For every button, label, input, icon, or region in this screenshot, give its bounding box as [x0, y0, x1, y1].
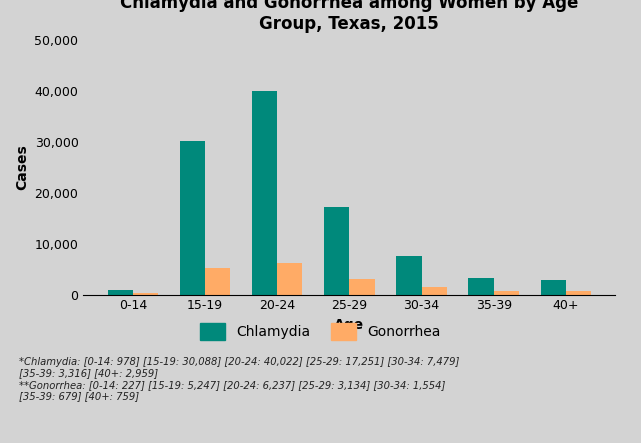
- Bar: [205, 268, 230, 295]
- Title: Chlamydia and Gonorrhea among Women by Age
Group, Texas, 2015: Chlamydia and Gonorrhea among Women by A…: [120, 0, 579, 33]
- Bar: [179, 141, 205, 295]
- Bar: [422, 287, 447, 295]
- Bar: [540, 280, 566, 295]
- Bar: [396, 256, 422, 295]
- Bar: [277, 263, 303, 295]
- Bar: [566, 291, 591, 295]
- X-axis label: Age: Age: [335, 318, 364, 332]
- Y-axis label: Cases: Cases: [15, 144, 29, 190]
- Legend: Chlamydia, Gonorrhea: Chlamydia, Gonorrhea: [195, 317, 446, 345]
- Bar: [494, 291, 519, 295]
- Bar: [349, 279, 374, 295]
- Bar: [469, 278, 494, 295]
- Bar: [252, 91, 277, 295]
- Bar: [324, 207, 349, 295]
- Bar: [108, 290, 133, 295]
- Bar: [133, 293, 158, 295]
- Text: *Chlamydia: [0-14: 978] [15-19: 30,088] [20-24: 40,022] [25-29: 17,251] [30-34: : *Chlamydia: [0-14: 978] [15-19: 30,088] …: [19, 357, 460, 401]
